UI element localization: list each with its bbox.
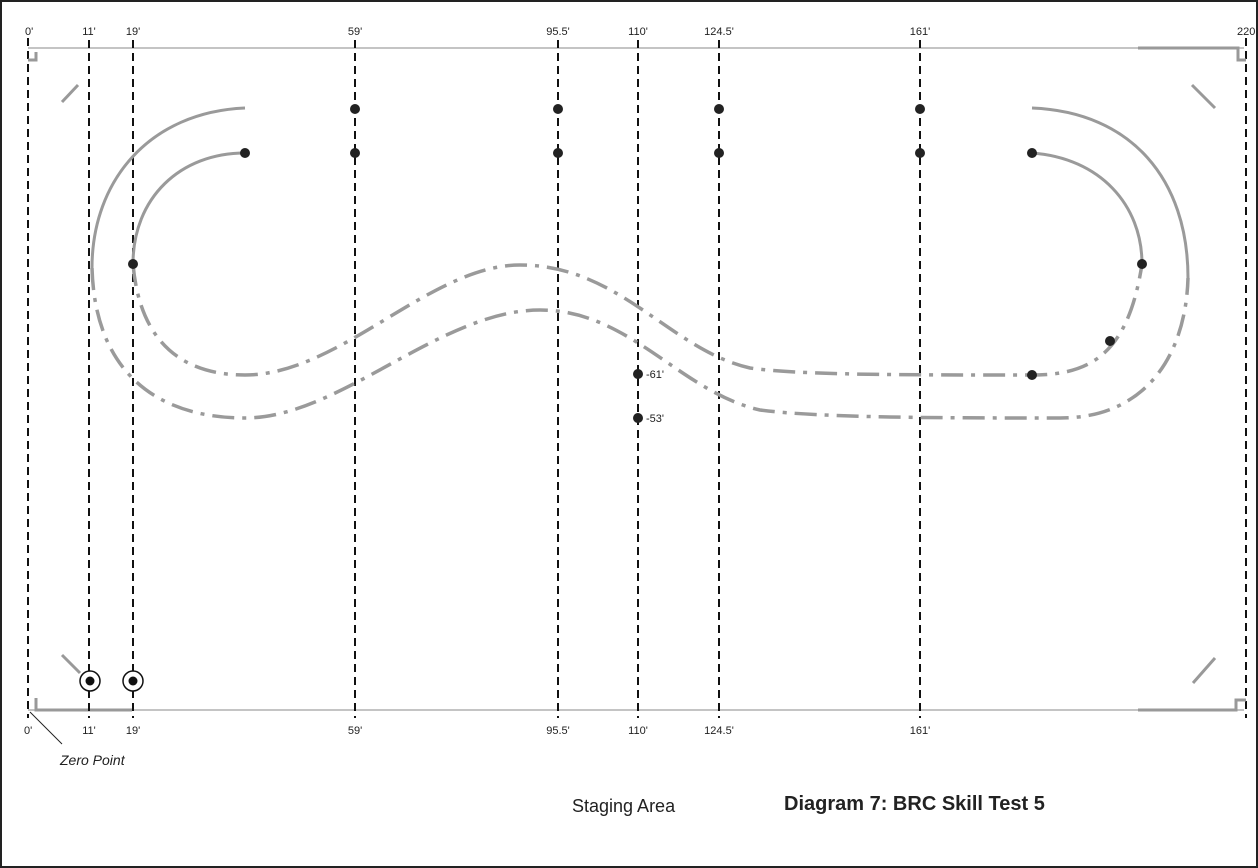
marker-label-61: -61': [646, 369, 664, 381]
dot: [553, 148, 563, 158]
right-outer-arc: [1031, 106, 1190, 279]
corner-top-left: [28, 52, 38, 62]
bottom-label-95-5: 95.5': [546, 725, 570, 737]
left-inner-arc: [131, 151, 246, 265]
dot: [714, 104, 724, 114]
bottom-label-110: 110': [628, 725, 648, 737]
dot: [350, 148, 360, 158]
dot: [350, 104, 360, 114]
left-outer-arc: [90, 106, 246, 269]
zero-point-leader: [29, 711, 63, 745]
dot: [1027, 148, 1037, 158]
bottom-label-124-5: 124.5': [704, 725, 734, 737]
top-label-11: 11': [82, 26, 96, 38]
corner-bottom-left: [34, 698, 132, 712]
dot: [553, 104, 563, 114]
diagram-title: Diagram 7: BRC Skill Test 5: [784, 793, 1045, 815]
right-inner-arc: [1031, 151, 1144, 265]
top-label-95-5: 95.5': [546, 26, 570, 38]
start-markers: [79, 670, 144, 692]
bottom-zero-label: 0': [24, 725, 32, 737]
corner-bottom-right: [1138, 698, 1246, 712]
dot: [1137, 259, 1147, 269]
lower-s-curve: [90, 267, 1190, 420]
dot: [1105, 336, 1115, 346]
diagonal-bottom-left: [60, 653, 82, 675]
measurement-lines: 11' 11' 19' 19' 59' 59' 95.5' 95.5' 110' 110' 124.…: [82, 26, 930, 737]
staging-area-label: Staging Area: [572, 796, 676, 816]
dash-dot-paths: [90, 263, 1190, 420]
diagonal-top-right: [1190, 83, 1217, 110]
dot: [633, 413, 643, 423]
dot: [128, 259, 138, 269]
start-dot-19: [128, 676, 138, 686]
diagonal-bottom-right: [1191, 657, 1217, 684]
solid-paths: [90, 106, 1190, 279]
bottom-label-11: 11': [82, 725, 96, 737]
top-label-59: 59': [348, 26, 362, 38]
top-left-zero-label: 0': [25, 26, 33, 38]
corner-brackets: [28, 46, 1246, 712]
cone-dots: [128, 104, 1147, 423]
top-right-220-label: 220: [1237, 26, 1255, 38]
top-label-110: 110': [628, 26, 648, 38]
top-label-161: 161': [910, 26, 930, 38]
diagonal-top-left: [60, 83, 80, 104]
top-label-19: 19': [126, 26, 140, 38]
start-dot-11: [85, 676, 95, 686]
corner-top-right: [1138, 46, 1246, 62]
top-label-124-5: 124.5': [704, 26, 734, 38]
marker-label-53: -53': [646, 413, 664, 425]
dot: [915, 104, 925, 114]
dot: [633, 369, 643, 379]
diagonal-marks: [60, 83, 1217, 684]
dot: [240, 148, 250, 158]
dot: [915, 148, 925, 158]
zero-point-label: Zero Point: [59, 752, 126, 768]
bottom-label-161: 161': [910, 725, 930, 737]
bottom-label-19: 19': [126, 725, 140, 737]
dot: [1027, 370, 1037, 380]
bottom-label-59: 59': [348, 725, 362, 737]
dot: [714, 148, 724, 158]
